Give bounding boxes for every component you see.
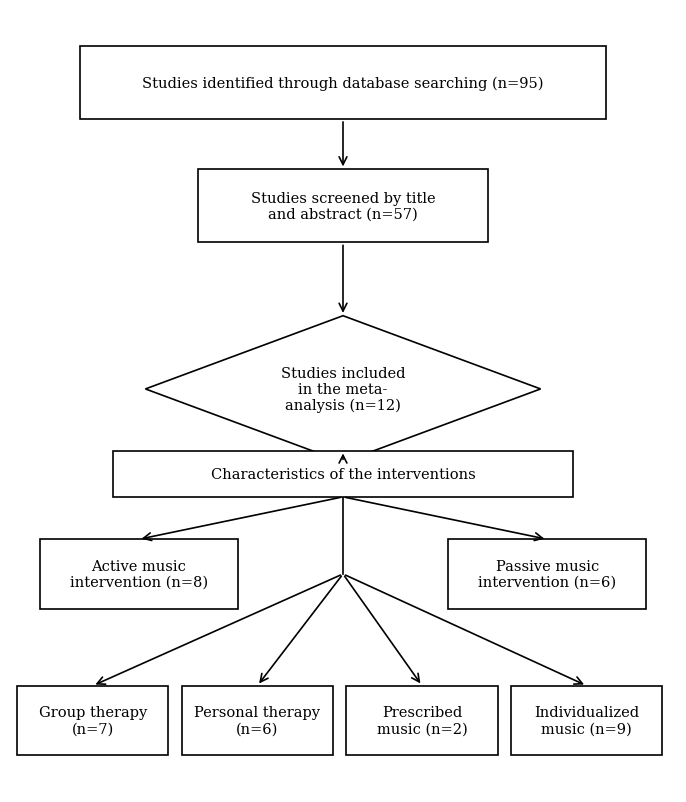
Text: Characteristics of the interventions: Characteristics of the interventions <box>211 467 475 481</box>
Text: Individualized
music (n=9): Individualized music (n=9) <box>534 706 639 735</box>
Text: Studies included
in the meta-
analysis (n=12): Studies included in the meta- analysis (… <box>281 366 405 413</box>
FancyBboxPatch shape <box>40 540 237 609</box>
Polygon shape <box>145 316 541 463</box>
FancyBboxPatch shape <box>80 47 606 120</box>
Text: Personal therapy
(n=6): Personal therapy (n=6) <box>194 706 320 735</box>
Text: Prescribed
music (n=2): Prescribed music (n=2) <box>377 706 467 735</box>
FancyBboxPatch shape <box>182 686 333 755</box>
Text: Active music
intervention (n=8): Active music intervention (n=8) <box>70 559 208 589</box>
FancyBboxPatch shape <box>511 686 663 755</box>
Text: Group therapy
(n=7): Group therapy (n=7) <box>38 706 147 735</box>
Text: Studies screened by title
and abstract (n=57): Studies screened by title and abstract (… <box>250 192 436 221</box>
FancyBboxPatch shape <box>449 540 646 609</box>
Text: Passive music
intervention (n=6): Passive music intervention (n=6) <box>478 559 616 589</box>
FancyBboxPatch shape <box>346 686 498 755</box>
Text: Studies identified through database searching (n=95): Studies identified through database sear… <box>142 76 544 91</box>
FancyBboxPatch shape <box>17 686 169 755</box>
FancyBboxPatch shape <box>198 170 488 243</box>
FancyBboxPatch shape <box>113 451 573 497</box>
